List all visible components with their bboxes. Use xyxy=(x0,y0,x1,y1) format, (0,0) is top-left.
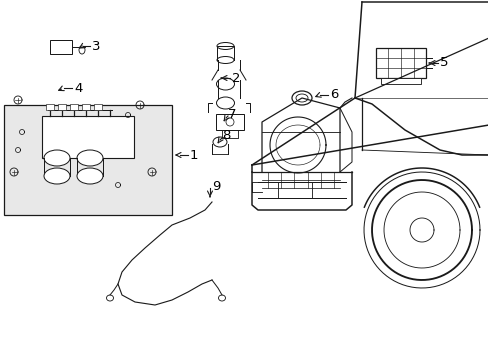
Bar xyxy=(46,104,54,110)
Ellipse shape xyxy=(218,295,225,301)
Ellipse shape xyxy=(217,42,234,49)
Bar xyxy=(42,116,134,158)
Ellipse shape xyxy=(79,46,85,54)
Ellipse shape xyxy=(106,295,113,301)
Bar xyxy=(94,104,102,110)
Ellipse shape xyxy=(216,97,234,109)
Text: 2: 2 xyxy=(231,72,240,85)
Text: 6: 6 xyxy=(329,89,338,102)
Text: 1: 1 xyxy=(190,149,198,162)
Bar xyxy=(375,48,425,78)
Bar xyxy=(216,114,244,130)
Bar xyxy=(50,40,72,54)
Bar xyxy=(278,182,311,198)
Ellipse shape xyxy=(291,91,311,105)
Ellipse shape xyxy=(295,94,307,102)
Text: 4: 4 xyxy=(74,81,82,94)
Ellipse shape xyxy=(77,168,103,184)
Ellipse shape xyxy=(44,168,70,184)
Text: 3: 3 xyxy=(92,40,101,53)
Text: 8: 8 xyxy=(222,130,230,143)
Text: 5: 5 xyxy=(439,57,447,69)
Ellipse shape xyxy=(216,78,234,90)
Ellipse shape xyxy=(44,150,70,166)
Bar xyxy=(58,104,66,110)
Ellipse shape xyxy=(213,137,226,147)
Ellipse shape xyxy=(77,150,103,166)
Text: 9: 9 xyxy=(212,180,220,193)
Bar xyxy=(380,78,420,84)
Ellipse shape xyxy=(225,118,234,126)
Text: 7: 7 xyxy=(227,108,236,121)
Bar xyxy=(70,104,78,110)
Bar xyxy=(4,105,172,215)
Ellipse shape xyxy=(217,57,234,63)
Bar xyxy=(82,104,90,110)
